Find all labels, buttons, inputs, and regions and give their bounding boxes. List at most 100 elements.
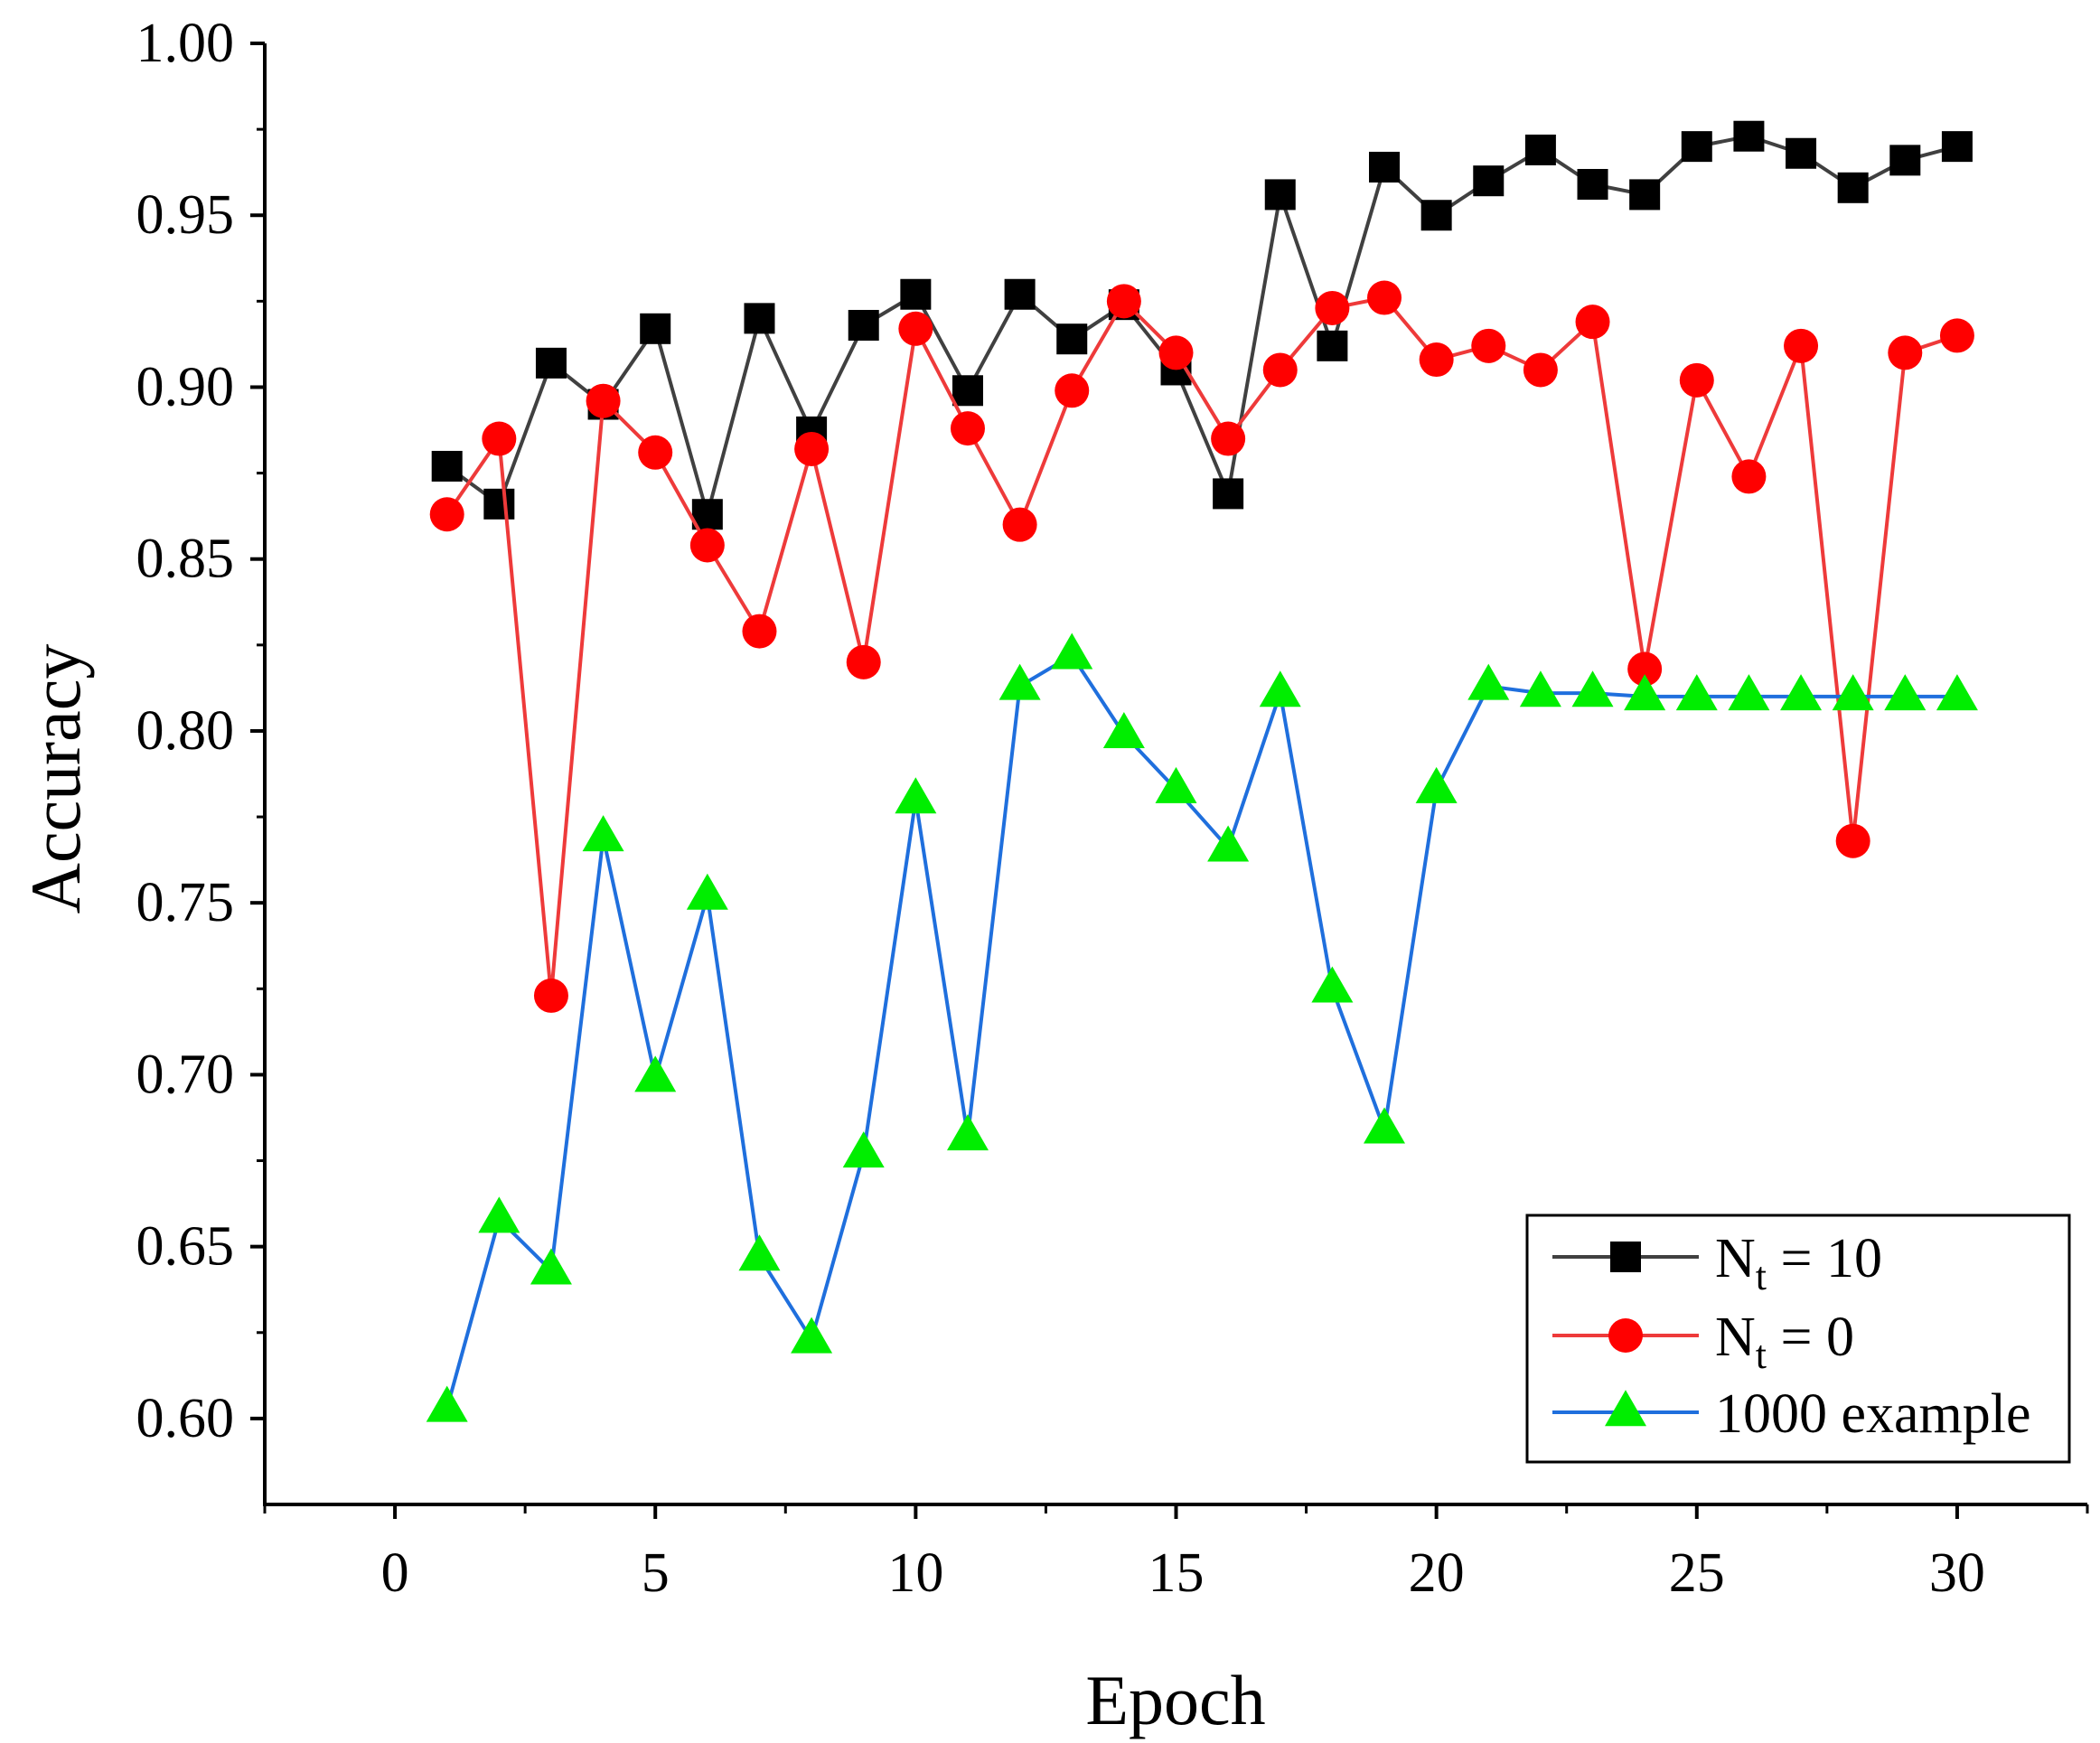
y-ticks: 0.60 0.65 0.70 0.75 0.80 0.85 0.90 0.95 1.00	[136, 13, 265, 1449]
legend-marker	[1610, 1242, 1641, 1272]
data-point	[950, 411, 985, 446]
series-layer	[426, 120, 1978, 1422]
data-point	[1889, 145, 1921, 176]
legend-item: Nt = 10	[1552, 1228, 1882, 1298]
data-point	[535, 347, 567, 379]
data-point	[1577, 168, 1608, 200]
legend-label: Nt = 10	[1715, 1228, 1882, 1298]
data-point	[1675, 674, 1718, 711]
series-line	[445, 295, 1958, 998]
data-point	[478, 1196, 520, 1233]
data-point	[1681, 131, 1712, 163]
data-point	[586, 383, 621, 418]
data-point	[1315, 290, 1350, 325]
data-point	[848, 309, 879, 341]
data-point	[1627, 651, 1663, 687]
data-point	[483, 488, 515, 520]
data-point	[431, 450, 463, 482]
legend-marker	[1605, 1390, 1646, 1427]
data-point	[742, 614, 777, 649]
data-point	[1311, 966, 1354, 1003]
data-point	[634, 1055, 677, 1092]
data-point	[1835, 823, 1870, 858]
data-point	[846, 644, 881, 679]
data-point	[426, 1385, 468, 1422]
data-point	[1155, 766, 1197, 803]
y-tick-label: 0.75	[136, 872, 235, 933]
data-point	[1941, 131, 1973, 163]
x-axis-label: Epoch	[1085, 1661, 1265, 1739]
data-point	[1471, 328, 1506, 363]
data-point	[1102, 711, 1145, 748]
data-point	[1055, 373, 1090, 408]
y-tick-label: 0.70	[136, 1044, 235, 1105]
data-point	[640, 313, 671, 344]
data-point	[482, 421, 517, 456]
data-point	[530, 1248, 572, 1285]
legend-item: Nt = 0	[1552, 1307, 1854, 1377]
x-tick-label: 30	[1929, 1542, 1985, 1604]
data-point	[1259, 670, 1301, 708]
data-point	[1419, 342, 1454, 378]
data-point	[1733, 120, 1765, 152]
x-ticks: 0 5 10 15 20 25 30	[263, 1504, 2089, 1604]
data-point	[1731, 459, 1767, 494]
data-point	[738, 1234, 781, 1271]
data-point	[1473, 165, 1505, 197]
data-point	[1364, 1107, 1406, 1144]
data-point	[1939, 318, 1974, 353]
data-point	[1056, 323, 1088, 355]
data-point	[895, 777, 937, 814]
data-point	[1786, 137, 1817, 169]
legend-label: 1000 example	[1715, 1383, 2031, 1445]
y-axis-label: Accuracy	[16, 644, 95, 914]
data-point	[1629, 179, 1661, 211]
data-point	[1420, 200, 1452, 231]
y-tick-label: 0.85	[136, 529, 235, 590]
data-point	[1936, 674, 1978, 711]
data-point	[1624, 674, 1666, 711]
data-point	[946, 1114, 989, 1151]
data-point	[1524, 134, 1556, 165]
x-tick-label: 0	[381, 1542, 409, 1604]
y-tick-label: 1.00	[136, 13, 235, 74]
data-point	[744, 303, 775, 334]
data-point	[1002, 507, 1037, 542]
y-tick-label: 0.60	[136, 1388, 235, 1449]
y-tick-label: 0.65	[136, 1216, 235, 1278]
data-point	[1369, 151, 1401, 183]
data-point	[1415, 766, 1458, 803]
data-point	[533, 978, 568, 1013]
data-point	[582, 815, 624, 852]
data-point	[898, 311, 933, 346]
x-tick-label: 20	[1409, 1542, 1465, 1604]
data-point	[1367, 280, 1402, 315]
data-point	[1888, 335, 1923, 370]
legend-marker	[1608, 1318, 1643, 1353]
data-point	[900, 278, 932, 310]
y-tick-label: 0.95	[136, 184, 235, 246]
legend-label: Nt = 0	[1715, 1307, 1854, 1377]
data-point	[1004, 278, 1036, 310]
x-tick-label: 15	[1148, 1542, 1205, 1604]
data-point	[1207, 825, 1250, 862]
data-point	[1837, 172, 1869, 203]
data-point	[1158, 335, 1194, 370]
data-point	[1317, 330, 1348, 361]
data-point	[952, 375, 983, 407]
plot-area: 0.60 0.65 0.70 0.75 0.80 0.85 0.90 0.95 1.00 0 5 1…	[136, 13, 2089, 1604]
series-3	[426, 633, 1978, 1422]
x-tick-label: 25	[1669, 1542, 1725, 1604]
data-point	[1467, 663, 1510, 700]
data-point	[1213, 478, 1244, 510]
series-2	[429, 280, 1974, 1013]
data-point	[1264, 179, 1296, 211]
data-point	[1784, 328, 1819, 363]
y-tick-label: 0.80	[136, 700, 235, 762]
data-point	[1780, 674, 1823, 711]
data-point	[791, 1317, 833, 1354]
data-point	[1262, 352, 1298, 388]
data-point	[1523, 352, 1558, 388]
